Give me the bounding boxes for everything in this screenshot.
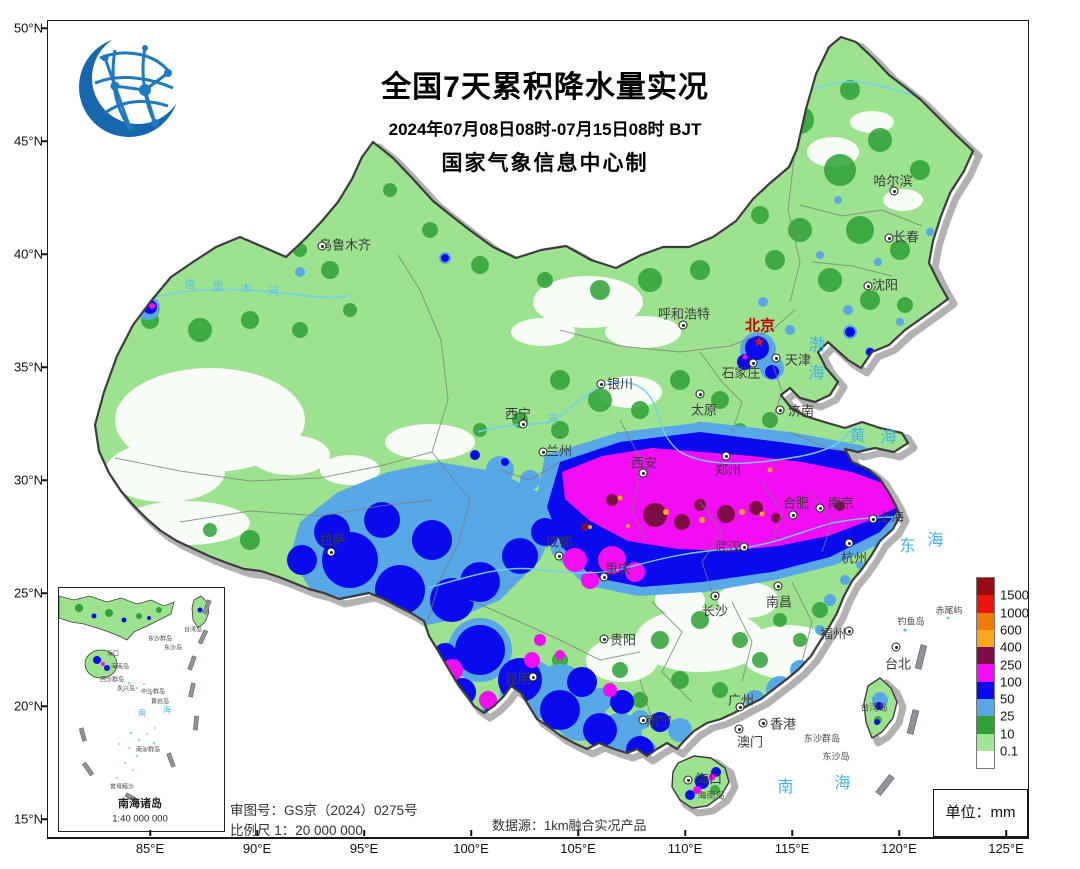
legend-swatch — [977, 664, 994, 682]
agency-globe-logo-icon — [79, 32, 184, 137]
offshore-dashes — [875, 616, 950, 796]
legend-swatch — [977, 595, 994, 613]
legend-swatch — [977, 647, 994, 665]
rivers — [134, 81, 967, 589]
south-china-sea-inset — [58, 587, 225, 832]
legend-swatch — [977, 578, 994, 596]
unit-label: 单位：mm — [933, 789, 1028, 837]
map-scale: 比例尺 1：20 000 000 — [230, 823, 363, 838]
data-source: 数据源：1km融合实况产品 — [492, 818, 647, 833]
page-title: 全国7天累积降水量实况 — [381, 71, 709, 104]
legend-swatch — [977, 629, 994, 648]
country-border — [93, 35, 975, 809]
map-approval-number: 审图号：GS京（2024）0275号 — [230, 803, 418, 818]
producer-line: 国家气象信息中心制 — [441, 152, 649, 175]
legend-swatch — [977, 733, 994, 751]
inset-map — [58, 595, 212, 804]
legend-swatch — [977, 612, 994, 630]
province-borders — [114, 149, 923, 721]
legend-swatch — [977, 750, 994, 769]
legend-swatch — [977, 681, 994, 700]
legend-swatch — [977, 699, 994, 717]
legend-swatch — [977, 716, 994, 734]
legend-color-scale — [976, 576, 995, 770]
header: 全国7天累积降水量实况 2024年07月08日08时-07月15日08时 BJT… — [310, 62, 780, 177]
date-range: 2024年07月08日08时-07月15日08时 BJT — [388, 120, 702, 139]
nine-dash-line — [78, 599, 212, 804]
